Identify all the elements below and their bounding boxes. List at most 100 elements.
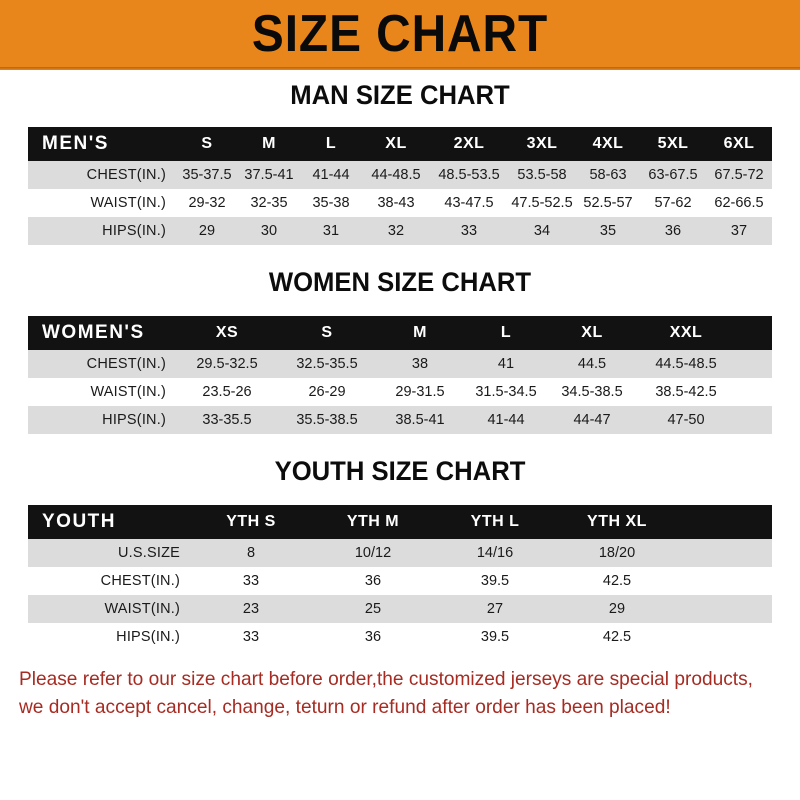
youth-header-size-empty	[678, 505, 772, 539]
table-cell: 14/16	[434, 539, 556, 567]
youth-size-table: YOUTH YTH S YTH M YTH L YTH XL U.S.SIZE …	[28, 505, 772, 651]
table-cell-empty	[736, 378, 772, 406]
table-cell: 29-31.5	[376, 378, 464, 406]
men-size-table: MEN'S S M L XL 2XL 3XL 4XL 5XL 6XL CHEST…	[28, 127, 772, 245]
table-cell: 29.5-32.5	[176, 350, 278, 378]
row-label: WAIST(IN.)	[28, 378, 176, 406]
table-cell-empty	[678, 595, 772, 623]
table-row: CHEST(IN.) 29.5-32.5 32.5-35.5 38 41 44.…	[28, 350, 772, 378]
table-cell: 35.5-38.5	[278, 406, 376, 434]
women-table-wrap: WOMEN'S XS S M L XL XXL CHEST(IN.) 29.5-…	[28, 316, 772, 434]
table-cell: 63-67.5	[640, 161, 706, 189]
youth-header-size: YTH XL	[556, 505, 678, 539]
table-row: HIPS(IN.) 33-35.5 35.5-38.5 38.5-41 41-4…	[28, 406, 772, 434]
table-cell: 41-44	[464, 406, 548, 434]
table-cell: 42.5	[556, 623, 678, 651]
table-cell: 33-35.5	[176, 406, 278, 434]
women-header-label: WOMEN'S	[28, 316, 176, 350]
row-label: HIPS(IN.)	[28, 406, 176, 434]
table-cell: 48.5-53.5	[430, 161, 508, 189]
table-cell: 34	[508, 217, 576, 245]
table-cell: 35	[576, 217, 640, 245]
table-row: HIPS(IN.) 29 30 31 32 33 34 35 36 37	[28, 217, 772, 245]
spacer	[0, 70, 800, 80]
table-cell: 26-29	[278, 378, 376, 406]
row-label: U.S.SIZE	[28, 539, 190, 567]
table-cell: 31	[300, 217, 362, 245]
women-header-size: L	[464, 316, 548, 350]
table-row: WAIST(IN.) 29-32 32-35 35-38 38-43 43-47…	[28, 189, 772, 217]
men-header-size: 2XL	[430, 127, 508, 161]
row-label: WAIST(IN.)	[28, 595, 190, 623]
table-cell: 38.5-42.5	[636, 378, 736, 406]
youth-header-size: YTH M	[312, 505, 434, 539]
table-cell-empty	[678, 623, 772, 651]
men-header-label: MEN'S	[28, 127, 176, 161]
table-cell: 33	[430, 217, 508, 245]
table-cell: 35-38	[300, 189, 362, 217]
table-cell: 43-47.5	[430, 189, 508, 217]
table-cell: 36	[640, 217, 706, 245]
men-header-size: 3XL	[508, 127, 576, 161]
table-cell: 32	[362, 217, 430, 245]
table-cell: 41-44	[300, 161, 362, 189]
men-header-size: M	[238, 127, 300, 161]
men-header-size: 5XL	[640, 127, 706, 161]
table-cell: 36	[312, 567, 434, 595]
table-cell-empty	[736, 406, 772, 434]
women-header-size: S	[278, 316, 376, 350]
spacer	[0, 434, 800, 456]
table-cell: 38-43	[362, 189, 430, 217]
table-cell: 44-48.5	[362, 161, 430, 189]
men-section-title: MAN SIZE CHART	[290, 80, 510, 110]
row-label: WAIST(IN.)	[28, 189, 176, 217]
youth-header-size: YTH S	[190, 505, 312, 539]
spacer	[0, 111, 800, 127]
table-cell: 29	[556, 595, 678, 623]
table-row: CHEST(IN.) 35-37.5 37.5-41 41-44 44-48.5…	[28, 161, 772, 189]
table-cell: 57-62	[640, 189, 706, 217]
men-header-size: XL	[362, 127, 430, 161]
men-header-size: 6XL	[706, 127, 772, 161]
men-size-section: MAN SIZE CHART MEN'S S M L XL 2XL 3XL	[0, 80, 800, 245]
table-cell: 41	[464, 350, 548, 378]
spacer	[0, 245, 800, 267]
spacer	[0, 651, 800, 665]
table-row: WAIST(IN.) 23.5-26 26-29 29-31.5 31.5-34…	[28, 378, 772, 406]
table-cell: 29-32	[176, 189, 238, 217]
men-header-size: L	[300, 127, 362, 161]
banner-shadow	[0, 67, 800, 70]
women-header-size-empty	[736, 316, 772, 350]
table-row: CHEST(IN.) 33 36 39.5 42.5	[28, 567, 772, 595]
table-cell: 10/12	[312, 539, 434, 567]
table-cell: 32.5-35.5	[278, 350, 376, 378]
row-label: HIPS(IN.)	[28, 623, 190, 651]
table-cell: 31.5-34.5	[464, 378, 548, 406]
women-size-section: WOMEN SIZE CHART WOMEN'S XS S M L XL XXL	[0, 267, 800, 434]
size-chart-sheet: MAN SIZE CHART MEN'S S M L XL 2XL 3XL	[0, 70, 800, 722]
women-header-size: XS	[176, 316, 278, 350]
men-header-row: MEN'S S M L XL 2XL 3XL 4XL 5XL 6XL	[28, 127, 772, 161]
men-header-size: S	[176, 127, 238, 161]
table-cell: 25	[312, 595, 434, 623]
table-cell: 34.5-38.5	[548, 378, 636, 406]
table-cell-empty	[678, 567, 772, 595]
note-line-1: Please refer to our size chart before or…	[19, 668, 753, 690]
youth-header-row: YOUTH YTH S YTH M YTH L YTH XL	[28, 505, 772, 539]
table-cell: 62-66.5	[706, 189, 772, 217]
spacer	[0, 487, 800, 505]
table-cell: 33	[190, 623, 312, 651]
table-cell: 18/20	[556, 539, 678, 567]
table-cell: 27	[434, 595, 556, 623]
table-cell: 44.5	[548, 350, 636, 378]
table-cell: 39.5	[434, 623, 556, 651]
table-cell: 36	[312, 623, 434, 651]
women-header-size: XXL	[636, 316, 736, 350]
table-cell: 38.5-41	[376, 406, 464, 434]
table-cell: 37	[706, 217, 772, 245]
youth-table-wrap: YOUTH YTH S YTH M YTH L YTH XL U.S.SIZE …	[28, 505, 772, 651]
note-line-2: we don't accept cancel, change, teturn o…	[19, 696, 671, 719]
youth-size-section: YOUTH SIZE CHART YOUTH YTH S YTH M YTH L…	[0, 456, 800, 651]
table-cell: 38	[376, 350, 464, 378]
table-cell: 44-47	[548, 406, 636, 434]
